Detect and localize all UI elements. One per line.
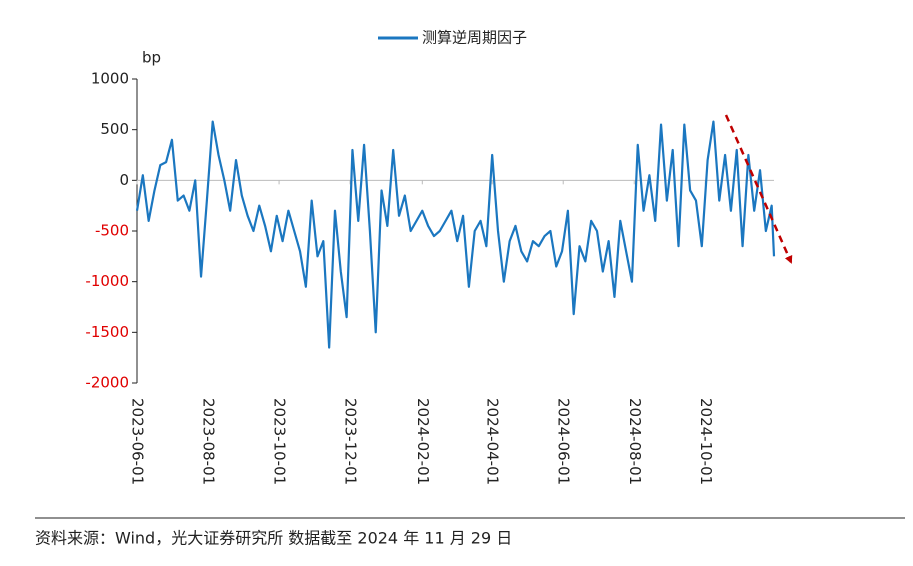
x-tick-label: 2024-10-01 bbox=[697, 398, 715, 485]
x-tick-label: 2024-02-01 bbox=[414, 398, 432, 485]
x-tick-label: 2023-08-01 bbox=[200, 398, 218, 485]
x-tick-label: 2024-06-01 bbox=[555, 398, 573, 485]
y-tick-label: 1000 bbox=[91, 70, 129, 88]
y-axis-label: bp bbox=[142, 49, 161, 67]
data-line bbox=[135, 120, 776, 349]
source-note: 资料来源：Wind，光大证券研究所 数据截至 2024 年 11 月 29 日 bbox=[35, 529, 512, 548]
y-tick-label: -500 bbox=[95, 222, 129, 240]
y-tick-label: 500 bbox=[100, 120, 129, 138]
x-tick-label: 2023-10-01 bbox=[271, 398, 289, 485]
x-tick-label: 2023-06-01 bbox=[129, 398, 147, 485]
y-tick-label: -1000 bbox=[85, 272, 129, 290]
x-tick-label: 2023-12-01 bbox=[342, 398, 360, 485]
y-tick-label: -1500 bbox=[85, 323, 129, 341]
trend-arrow bbox=[724, 114, 793, 264]
x-tick-label: 2024-08-01 bbox=[626, 398, 644, 485]
y-tick-label: -2000 bbox=[85, 374, 129, 392]
x-tick-label: 2024-04-01 bbox=[484, 398, 502, 485]
y-tick-label: 0 bbox=[119, 171, 129, 189]
legend-label: 测算逆周期因子 bbox=[422, 29, 527, 47]
